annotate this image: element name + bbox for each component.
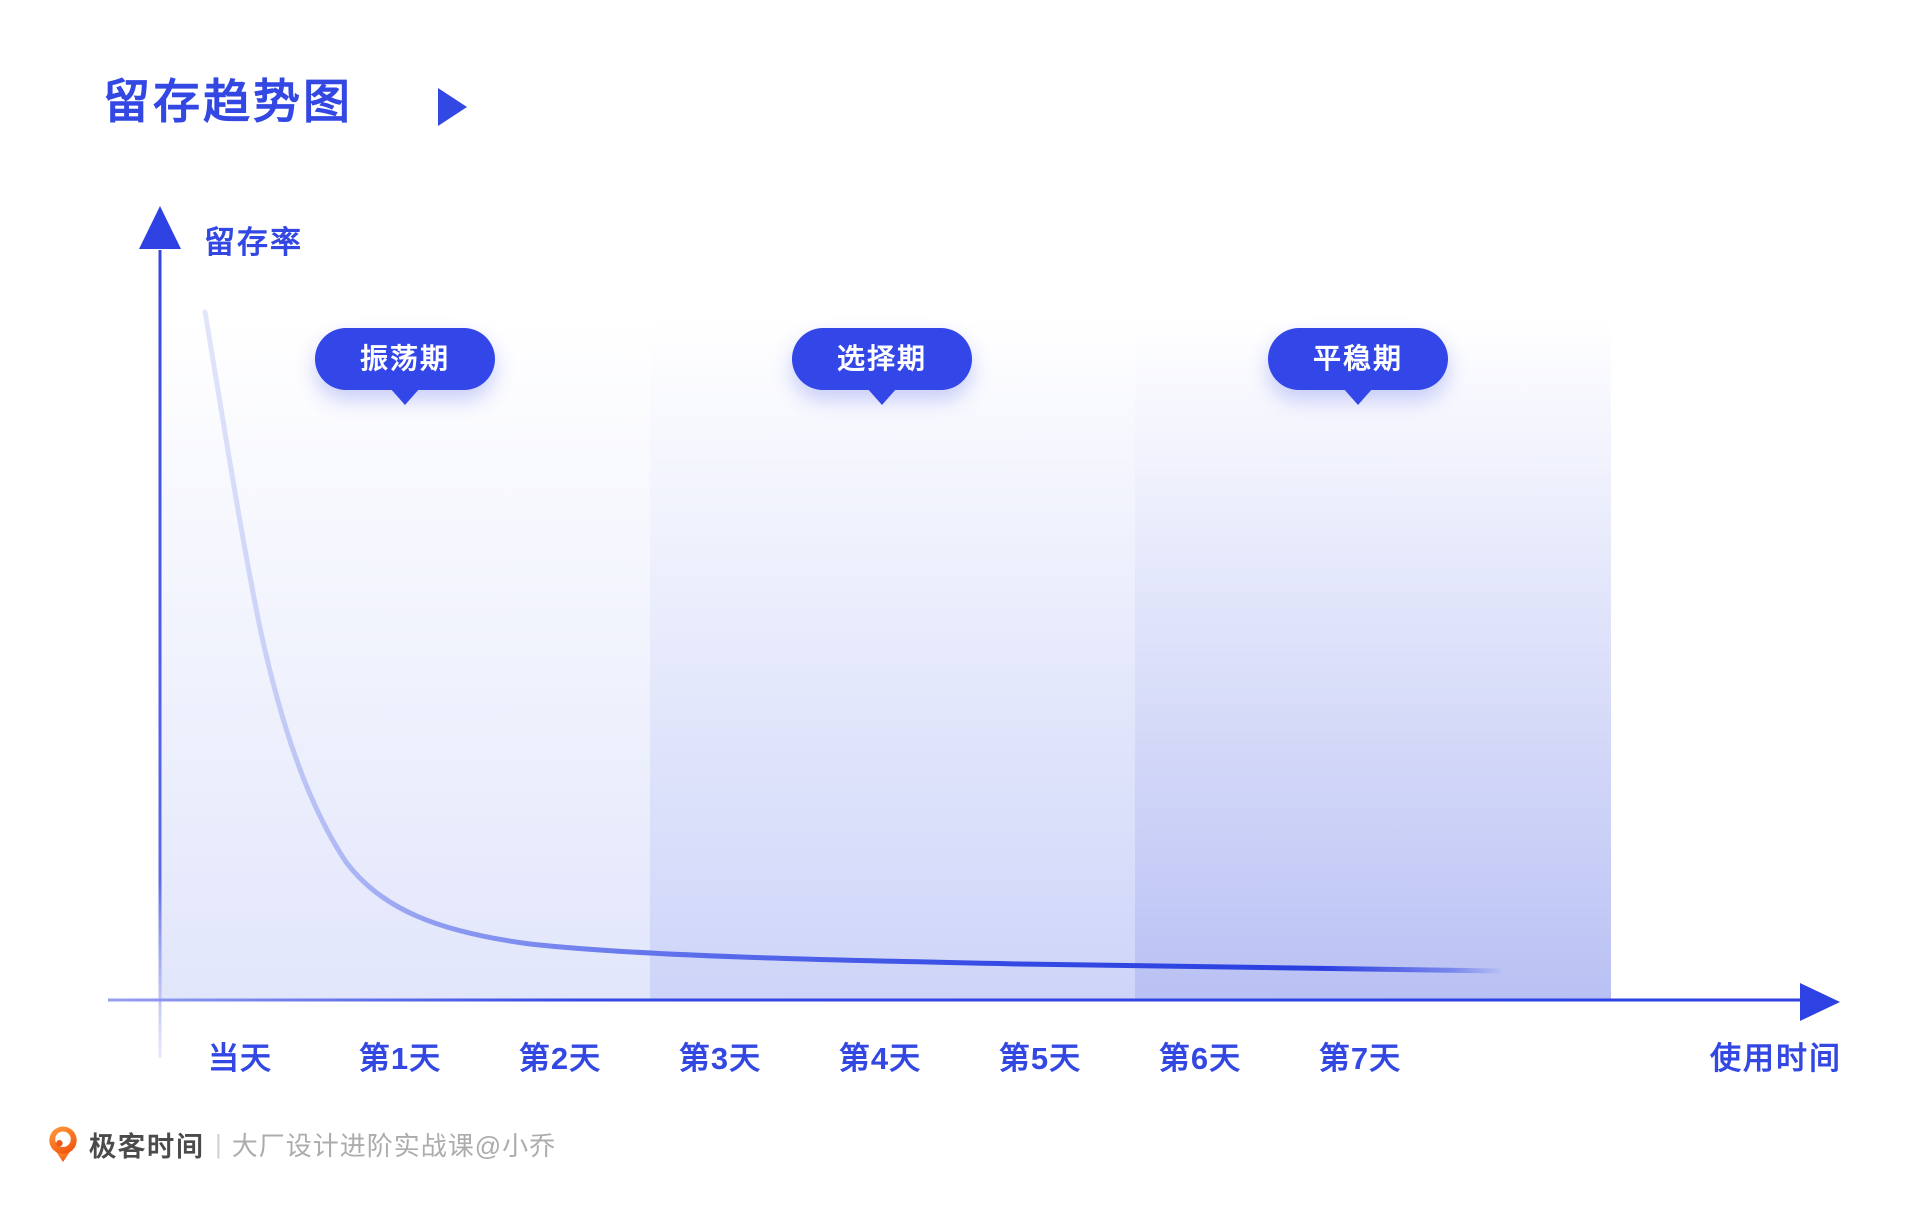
geektime-logo-icon	[49, 1126, 77, 1162]
page-title: 留存趋势图	[103, 75, 353, 128]
x-tick-day2: 第2天	[518, 1041, 602, 1076]
footer-divider: |	[215, 1128, 222, 1159]
footer-brand-text: 极客时间	[89, 1131, 205, 1162]
x-tick-day5: 第5天	[998, 1041, 1082, 1076]
band-selection	[650, 318, 1135, 1000]
retention-curve	[202, 309, 1503, 974]
x-axis-arrow-icon	[1800, 983, 1840, 1021]
x-tick-day0: 当天	[208, 1041, 272, 1076]
band-stable	[1135, 318, 1611, 1000]
x-tick-day1: 第1天	[358, 1041, 442, 1076]
y-axis-arrow-icon	[139, 206, 181, 249]
x-tick-day3: 第3天	[678, 1041, 762, 1076]
x-tick-day7: 第7天	[1318, 1041, 1402, 1076]
y-axis-label: 留存率	[204, 225, 303, 260]
x-tick-day6: 第6天	[1158, 1041, 1242, 1076]
phase-badge-selection: 选择期	[791, 328, 973, 390]
phase-badge-oscillation: 振荡期	[314, 328, 496, 390]
phase-badge-stable: 平稳期	[1267, 328, 1449, 390]
play-triangle-icon	[438, 88, 467, 126]
footer: 极客时间 | 大厂设计进阶实战课@小乔	[46, 1124, 556, 1164]
band-oscillation	[161, 318, 650, 1000]
x-tick-day4: 第4天	[838, 1041, 922, 1076]
footer-course-text: 大厂设计进阶实战课@小乔	[231, 1130, 557, 1161]
x-axis-label: 使用时间	[1710, 1041, 1842, 1076]
